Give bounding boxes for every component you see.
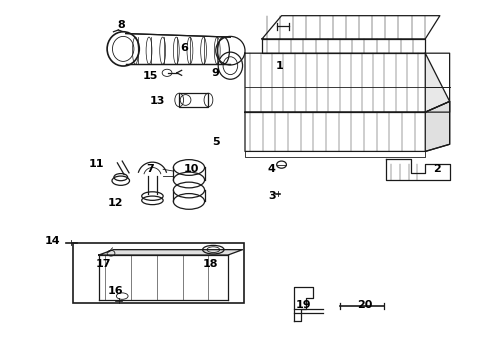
Text: 17: 17 [96, 259, 111, 269]
Text: 13: 13 [149, 96, 165, 107]
Polygon shape [127, 37, 229, 64]
Text: 7: 7 [146, 164, 154, 174]
Text: 8: 8 [117, 19, 124, 30]
Bar [74, 243, 244, 303]
Polygon shape [245, 53, 450, 112]
Polygon shape [425, 102, 450, 152]
Text: 12: 12 [108, 198, 123, 208]
Text: 3: 3 [268, 191, 275, 201]
Text: 4: 4 [268, 164, 276, 174]
Text: 11: 11 [89, 159, 104, 169]
Text: 19: 19 [295, 300, 311, 310]
Text: 14: 14 [45, 236, 60, 246]
Text: 5: 5 [212, 138, 220, 148]
Polygon shape [99, 255, 228, 300]
Text: 6: 6 [180, 43, 188, 53]
Text: 16: 16 [108, 286, 123, 296]
Polygon shape [99, 249, 243, 255]
Polygon shape [245, 102, 450, 152]
Polygon shape [386, 158, 450, 180]
Text: 15: 15 [142, 71, 158, 81]
Polygon shape [425, 53, 450, 112]
Text: 18: 18 [203, 259, 219, 269]
Text: 1: 1 [275, 61, 283, 71]
Polygon shape [262, 39, 425, 53]
Text: 10: 10 [184, 164, 199, 174]
Polygon shape [245, 152, 425, 157]
Text: 2: 2 [434, 164, 441, 174]
Bar [179, 93, 208, 107]
Text: 9: 9 [212, 68, 220, 78]
Polygon shape [262, 16, 440, 39]
Polygon shape [294, 287, 313, 321]
Text: 20: 20 [357, 300, 372, 310]
